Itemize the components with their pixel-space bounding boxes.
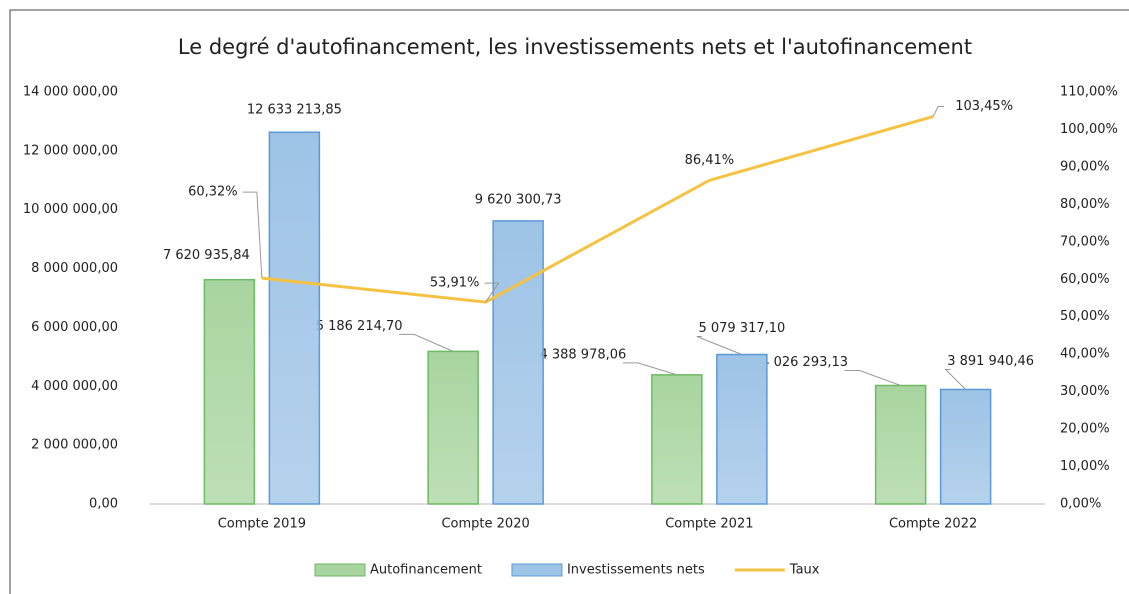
y2-tick-label: 10,00% xyxy=(1060,459,1110,474)
y2-tick-label: 50,00% xyxy=(1060,309,1110,324)
chart-frame xyxy=(9,9,1129,594)
y-tick-label: 2 000 000,00 xyxy=(31,438,118,453)
y2-tick-label: 70,00% xyxy=(1060,234,1110,249)
leader-line xyxy=(944,368,966,390)
y-tick-label: 4 000 000,00 xyxy=(31,379,118,394)
bar xyxy=(874,384,927,505)
y2-tick-label: 40,00% xyxy=(1060,347,1110,362)
bar xyxy=(268,131,321,505)
chart-title: Le degré d'autofinancement, les investis… xyxy=(178,35,972,59)
y2-tick-label: 90,00% xyxy=(1060,159,1110,174)
y2-tick-label: 80,00% xyxy=(1060,197,1110,212)
legend-swatch xyxy=(511,563,563,577)
y-tick-label: 10 000 000,00 xyxy=(23,202,118,217)
data-label: 4 026 293,13 xyxy=(761,355,848,370)
y2-tick-label: 60,00% xyxy=(1060,272,1110,287)
y-tick-label: 6 000 000,00 xyxy=(31,320,118,335)
data-label: 4 388 978,06 xyxy=(539,347,626,362)
y2-tick-label: 20,00% xyxy=(1060,422,1110,437)
bar xyxy=(939,388,992,505)
legend-swatch xyxy=(314,563,366,577)
leader-line xyxy=(932,106,945,117)
data-label: 86,41% xyxy=(685,153,735,168)
line-series xyxy=(261,115,934,304)
bar xyxy=(716,353,768,505)
legend-label: Investissements nets xyxy=(567,563,705,578)
x-tick-label: Compte 2019 xyxy=(218,517,306,532)
data-label: 12 633 213,85 xyxy=(247,103,342,118)
y-tick-label: 8 000 000,00 xyxy=(31,261,118,276)
y-tick-label: 12 000 000,00 xyxy=(23,143,118,158)
leader-line xyxy=(844,370,901,386)
data-label: 9 620 300,73 xyxy=(475,192,562,207)
y2-tick-label: 110,00% xyxy=(1060,85,1118,100)
y2-tick-label: 100,00% xyxy=(1060,122,1118,137)
bar xyxy=(651,374,703,505)
data-label: 53,91% xyxy=(430,276,480,291)
leader-line xyxy=(622,362,678,376)
data-label: 5 186 214,70 xyxy=(316,319,403,334)
y-tick-label: 14 000 000,00 xyxy=(23,85,118,100)
bar xyxy=(427,350,479,505)
bar xyxy=(492,220,544,505)
x-tick-label: Compte 2022 xyxy=(889,517,977,532)
leader-line xyxy=(696,336,743,355)
data-label: 7 620 935,84 xyxy=(163,248,250,263)
data-label: 5 079 317,10 xyxy=(698,321,785,336)
leader-line xyxy=(484,282,500,303)
legend-label: Autofinancement xyxy=(370,563,482,578)
legend-label: Taux xyxy=(789,563,820,578)
y-tick-label: 0,00 xyxy=(89,497,118,512)
data-label: 3 891 940,46 xyxy=(947,354,1034,369)
bar xyxy=(203,278,256,505)
data-label: 103,45% xyxy=(955,99,1013,114)
y2-tick-label: 0,00% xyxy=(1060,497,1101,512)
data-label: 60,32% xyxy=(188,185,238,200)
leader-line xyxy=(242,191,263,279)
leader-line xyxy=(399,333,454,352)
y2-tick-label: 30,00% xyxy=(1060,384,1110,399)
x-tick-label: Compte 2021 xyxy=(665,517,753,532)
x-tick-label: Compte 2020 xyxy=(441,517,529,532)
